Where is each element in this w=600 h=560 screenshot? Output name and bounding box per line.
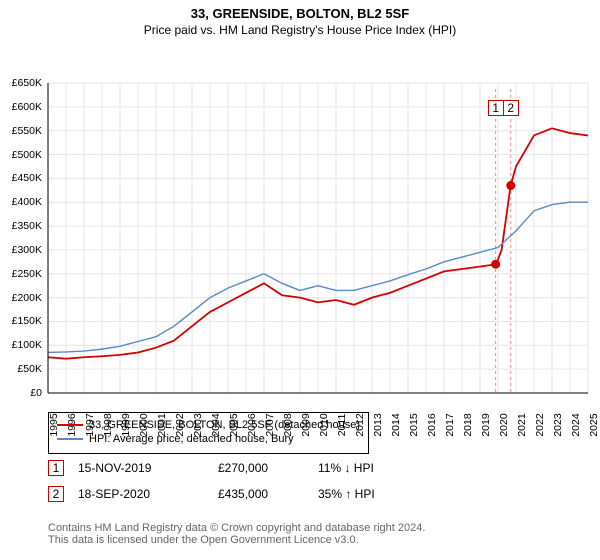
- y-tick-label: £450K: [0, 172, 42, 184]
- y-tick-label: £200K: [0, 292, 42, 304]
- sale-pct: 35% ↑ HPI: [318, 487, 375, 501]
- x-tick-label: 2021: [516, 413, 528, 436]
- chart-marker-label: 1: [488, 100, 504, 116]
- sale-pct: 11% ↓ HPI: [318, 461, 374, 475]
- y-tick-label: £600K: [0, 101, 42, 113]
- x-tick-label: 2023: [552, 413, 564, 436]
- y-tick-label: £150K: [0, 315, 42, 327]
- y-tick-label: £250K: [0, 268, 42, 280]
- x-tick-label: 2014: [390, 413, 402, 436]
- legend-swatch: [57, 424, 83, 426]
- legend-item: 33, GREENSIDE, BOLTON, BL2 5SF (detached…: [57, 419, 360, 431]
- y-tick-label: £0: [0, 387, 42, 399]
- legend-swatch: [57, 438, 83, 440]
- y-tick-label: £650K: [0, 77, 42, 89]
- y-tick-label: £550K: [0, 125, 42, 137]
- footnote-line2: This data is licensed under the Open Gov…: [48, 534, 425, 546]
- x-tick-label: 2016: [426, 413, 438, 436]
- x-tick-label: 2013: [372, 413, 384, 436]
- x-tick-label: 2017: [444, 413, 456, 436]
- legend-label: HPI: Average price, detached house, Bury: [89, 433, 294, 445]
- x-tick-label: 2020: [498, 413, 510, 436]
- sale-price: £435,000: [218, 487, 318, 501]
- x-tick-label: 2019: [480, 413, 492, 436]
- legend-label: 33, GREENSIDE, BOLTON, BL2 5SF (detached…: [89, 419, 360, 431]
- chart-subtitle: Price paid vs. HM Land Registry's House …: [0, 21, 600, 37]
- legend-box: 33, GREENSIDE, BOLTON, BL2 5SF (detached…: [48, 412, 369, 454]
- sale-row: 1 15-NOV-2019£270,00011% ↓ HPI: [48, 460, 374, 476]
- sale-marker-icon: 1: [48, 460, 64, 476]
- sale-date: 18-SEP-2020: [78, 487, 218, 501]
- x-tick-label: 2022: [534, 413, 546, 436]
- y-tick-label: £300K: [0, 244, 42, 256]
- footnote-line1: Contains HM Land Registry data © Crown c…: [48, 522, 425, 534]
- sale-price: £270,000: [218, 461, 318, 475]
- y-tick-label: £350K: [0, 220, 42, 232]
- y-tick-label: £500K: [0, 149, 42, 161]
- chart-marker-label: 2: [503, 100, 519, 116]
- y-tick-label: £400K: [0, 196, 42, 208]
- x-tick-label: 2018: [462, 413, 474, 436]
- sale-row: 2 18-SEP-2020£435,00035% ↑ HPI: [48, 486, 375, 502]
- y-tick-label: £50K: [0, 363, 42, 375]
- chart-title: 33, GREENSIDE, BOLTON, BL2 5SF: [0, 0, 600, 21]
- chart-svg: [0, 37, 600, 399]
- y-tick-label: £100K: [0, 339, 42, 351]
- x-tick-label: 2025: [588, 413, 600, 436]
- footnote: Contains HM Land Registry data © Crown c…: [48, 522, 425, 546]
- chart-container: 33, GREENSIDE, BOLTON, BL2 5SF Price pai…: [0, 0, 600, 560]
- legend-item: HPI: Average price, detached house, Bury: [57, 433, 360, 445]
- x-tick-label: 2024: [570, 413, 582, 436]
- x-tick-label: 2015: [408, 413, 420, 436]
- sale-marker-icon: 2: [48, 486, 64, 502]
- sale-date: 15-NOV-2019: [78, 461, 218, 475]
